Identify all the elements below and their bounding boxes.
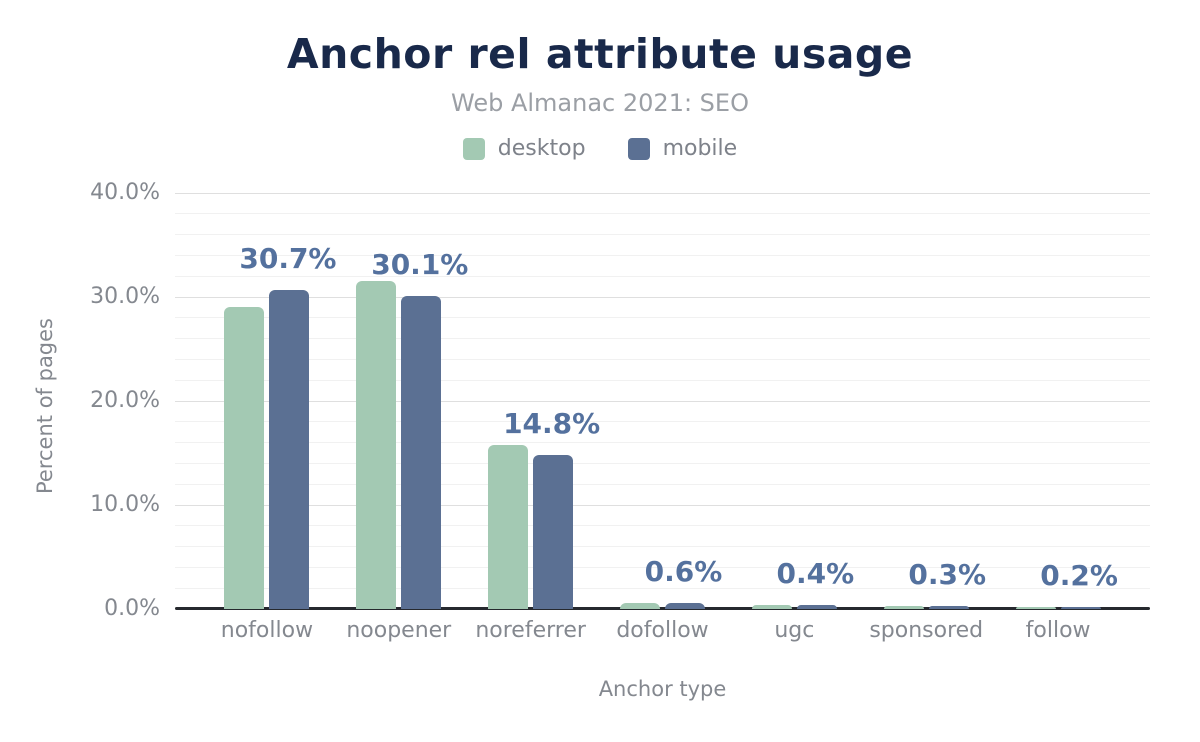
bar-group-ugc: 0.4% — [728, 193, 860, 609]
legend-swatch-icon — [627, 137, 650, 160]
bar-mobile-ugc — [796, 604, 837, 609]
bar-group-sponsored: 0.3% — [860, 193, 992, 609]
y-tick-label: 10.0% — [90, 492, 160, 517]
bar-value-label-sponsored: 0.3% — [908, 557, 987, 591]
minor-gridline — [175, 317, 1150, 319]
bar-value-label-noopener: 30.1% — [371, 247, 469, 281]
bar-value-label-follow: 0.2% — [1040, 558, 1118, 592]
minor-gridline — [175, 358, 1150, 360]
legend-label: desktop — [497, 136, 586, 161]
bar-mobile-sponsored — [928, 605, 969, 609]
y-tick-label: 0.0% — [104, 596, 160, 621]
chart-title: Anchor rel attribute usage — [286, 30, 914, 78]
bar-mobile-dofollow — [665, 602, 705, 609]
legend-item-mobile: mobile — [627, 136, 738, 161]
bar-value-label-ugc: 0.4% — [776, 556, 855, 590]
bar-mobile-follow — [1060, 606, 1101, 609]
major-gridline — [175, 504, 1150, 506]
bar-desktop-noopener — [356, 281, 397, 609]
y-tick-label: 30.0% — [90, 284, 160, 309]
legend: desktop mobile — [0, 136, 1200, 161]
bar-desktop-dofollow — [620, 602, 660, 609]
bar-mobile-noopener — [401, 295, 442, 609]
minor-gridline — [175, 525, 1150, 527]
minor-gridline — [175, 483, 1150, 485]
x-axis-line — [175, 607, 1150, 610]
bar-mobile-noreferrer — [533, 455, 574, 609]
y-tick-label: 40.0% — [90, 180, 160, 205]
minor-gridline — [175, 421, 1150, 423]
bar-group-noreferrer: 14.8% — [465, 193, 601, 609]
minor-gridline — [175, 213, 1150, 215]
bar-desktop-sponsored — [883, 605, 924, 609]
minor-gridline — [175, 379, 1150, 381]
x-tick-label-sponsored: sponsored — [869, 618, 984, 643]
y-tick-label: 20.0% — [90, 388, 160, 413]
bar-desktop-noreferrer — [488, 444, 529, 609]
bars-row: 30.7% 30.1% 14.8% 0.6% 0.4% 0.3% 0.2% — [175, 193, 1150, 609]
legend-label: mobile — [662, 136, 738, 161]
bar-group-follow: 0.2% — [992, 193, 1124, 609]
legend-swatch-icon — [462, 137, 485, 160]
minor-gridline — [175, 442, 1150, 444]
y-axis-tick-labels: 0.0% 10.0% 20.0% 30.0% 40.0% — [0, 181, 160, 621]
x-axis-tick-labels: nofollow noopener noreferrer dofollow ugc spo… — [175, 618, 1150, 643]
minor-gridline — [175, 338, 1150, 340]
bar-value-label-dofollow: 0.6% — [644, 554, 723, 588]
major-gridline — [175, 400, 1150, 402]
x-tick-label-nofollow: nofollow — [220, 618, 314, 643]
x-axis-title: Anchor type — [598, 677, 727, 701]
bar-mobile-nofollow — [269, 289, 310, 609]
minor-gridline — [175, 275, 1150, 277]
minor-gridline — [175, 587, 1150, 589]
bar-value-label-nofollow: 30.7% — [239, 241, 337, 275]
x-tick-label-dofollow: dofollow — [616, 618, 709, 643]
x-tick-label-follow: follow — [1025, 618, 1091, 643]
x-tick-label-noopener: noopener — [346, 618, 452, 643]
minor-gridline — [175, 566, 1150, 568]
minor-gridline — [175, 546, 1150, 548]
minor-gridline — [175, 254, 1150, 256]
bar-desktop-ugc — [751, 604, 792, 609]
x-tick-label-ugc: ugc — [774, 618, 815, 643]
bar-desktop-follow — [1015, 606, 1056, 609]
plot-area: 30.7% 30.1% 14.8% 0.6% 0.4% 0.3% 0.2% — [175, 192, 1150, 610]
bar-desktop-nofollow — [224, 307, 265, 609]
bar-group-noopener: 30.1% — [333, 193, 469, 609]
x-tick-label-noreferrer: noreferrer — [475, 618, 586, 643]
chart-subtitle: Web Almanac 2021: SEO — [451, 89, 749, 117]
major-gridline — [175, 192, 1150, 194]
bar-group-nofollow: 30.7% — [201, 193, 337, 609]
minor-gridline — [175, 234, 1150, 236]
bar-group-dofollow: 0.6% — [597, 193, 729, 609]
major-gridline — [175, 296, 1150, 298]
legend-item-desktop: desktop — [462, 136, 586, 161]
bar-value-label-noreferrer: 14.8% — [503, 407, 601, 441]
minor-gridline — [175, 462, 1150, 464]
